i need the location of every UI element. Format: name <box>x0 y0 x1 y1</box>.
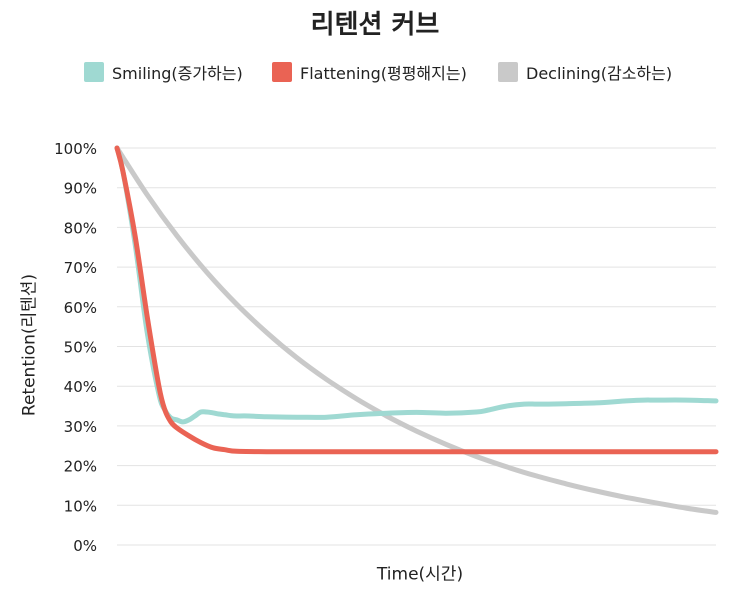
y-tick-label: 90% <box>64 180 97 198</box>
legend-label-flattening: Flattening(평평해지는) <box>300 64 467 83</box>
y-tick-label: 40% <box>64 378 97 396</box>
x-axis-label: Time(시간) <box>376 564 464 585</box>
y-axis-label: Retention(리텐션) <box>19 273 40 417</box>
legend-label-smiling: Smiling(증가하는) <box>112 64 243 83</box>
y-tick-label: 80% <box>64 219 97 237</box>
legend-item-flattening: Flattening(평평해지는) <box>272 60 467 84</box>
y-axis-ticks: 0% 10% 20% 30% 40% 50% 60% 70% 80% 90% 100% <box>54 140 97 555</box>
series-lines <box>114 145 719 515</box>
y-tick-label: 60% <box>64 299 97 317</box>
gridlines <box>117 147 716 546</box>
y-tick-label: 10% <box>64 497 97 515</box>
legend-swatch-flattening <box>272 62 292 82</box>
series-line-declining <box>114 145 719 515</box>
series-line-smiling <box>114 145 719 425</box>
legend-label-declining: Declining(감소하는) <box>526 64 673 83</box>
legend-swatch-declining <box>498 62 518 82</box>
y-tick-label: 0% <box>73 537 97 555</box>
series-line-flattening <box>114 145 719 455</box>
legend-item-declining: Declining(감소하는) <box>498 60 672 84</box>
chart-title: 리텐션 커브 <box>310 10 440 40</box>
y-tick-label: 50% <box>64 339 97 357</box>
y-tick-label: 20% <box>64 458 97 476</box>
y-tick-label: 70% <box>64 259 97 277</box>
y-tick-label: 30% <box>64 418 97 436</box>
legend-item-smiling: Smiling(증가하는) <box>84 60 243 84</box>
legend-swatch-smiling <box>84 62 104 82</box>
y-tick-label: 100% <box>54 140 97 158</box>
legend: Smiling(증가하는) Flattening(평평해지는) Declinin… <box>0 60 750 88</box>
